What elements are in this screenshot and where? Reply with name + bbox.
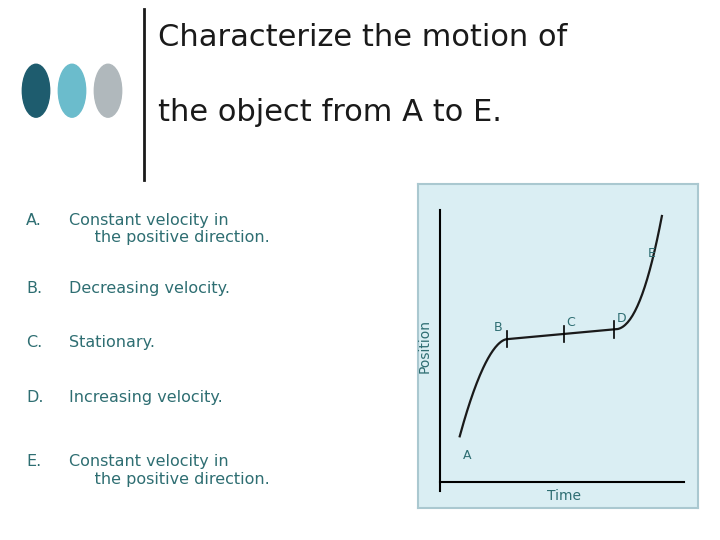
Text: D.: D. xyxy=(26,390,44,404)
Text: Constant velocity in
     the positive direction.: Constant velocity in the positive direct… xyxy=(69,213,269,245)
Text: the object from A to E.: the object from A to E. xyxy=(158,98,503,127)
Text: C: C xyxy=(567,316,575,329)
Text: A.: A. xyxy=(26,213,42,228)
Ellipse shape xyxy=(94,64,122,117)
Ellipse shape xyxy=(22,64,50,117)
Text: Stationary.: Stationary. xyxy=(69,335,155,350)
Text: Increasing velocity.: Increasing velocity. xyxy=(69,390,222,404)
Text: B.: B. xyxy=(26,281,42,296)
Text: Decreasing velocity.: Decreasing velocity. xyxy=(69,281,230,296)
Text: C.: C. xyxy=(26,335,42,350)
Ellipse shape xyxy=(58,64,86,117)
Text: A: A xyxy=(462,449,471,462)
Text: E: E xyxy=(648,247,656,260)
Text: Position: Position xyxy=(418,319,431,373)
Text: E.: E. xyxy=(26,454,41,469)
Text: Constant velocity in
     the positive direction.: Constant velocity in the positive direct… xyxy=(69,454,269,487)
Text: Characterize the motion of: Characterize the motion of xyxy=(158,23,567,52)
Text: B: B xyxy=(493,321,502,334)
Text: Time: Time xyxy=(546,489,580,503)
Text: D: D xyxy=(617,312,626,325)
